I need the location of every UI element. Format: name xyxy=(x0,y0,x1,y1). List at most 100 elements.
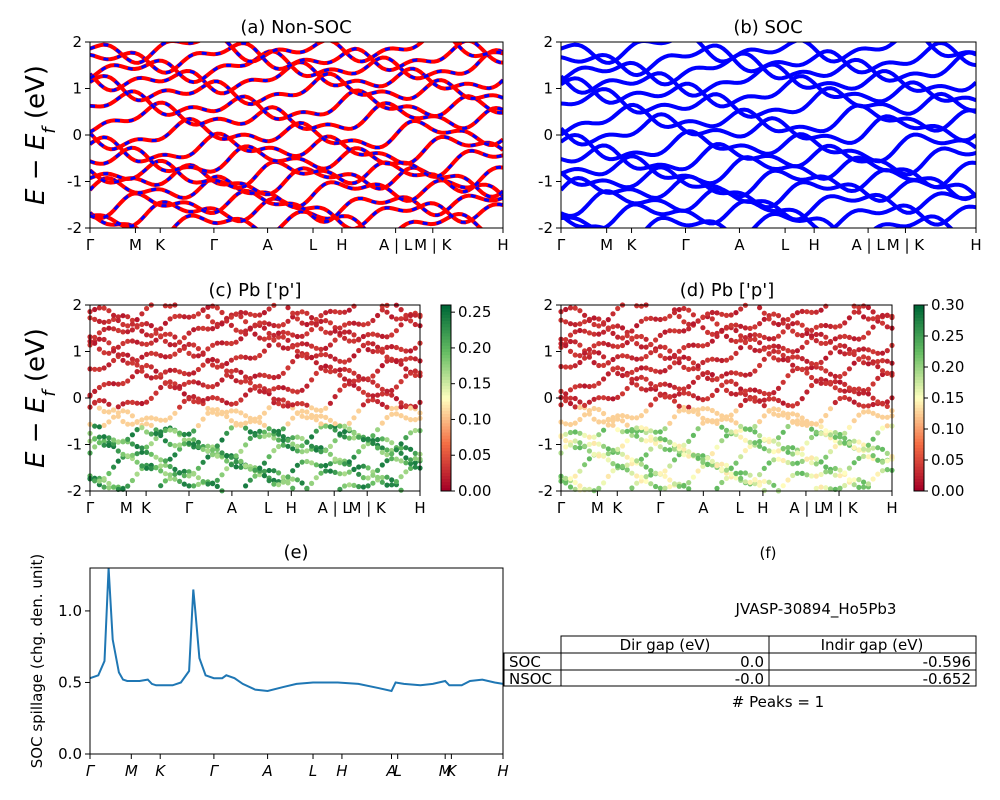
projection-dot xyxy=(96,366,102,372)
projection-dot xyxy=(752,347,758,353)
projection-dot xyxy=(775,343,782,350)
projection-dot xyxy=(238,397,244,403)
projection-dot xyxy=(851,460,857,466)
projection-dot xyxy=(153,337,159,343)
projection-dot xyxy=(700,463,706,469)
projection-dot xyxy=(813,361,819,367)
projection-dot xyxy=(332,427,338,433)
projection-dot xyxy=(619,463,626,469)
projection-dot xyxy=(582,350,588,356)
projection-dot xyxy=(861,390,867,396)
projection-dot xyxy=(846,440,853,446)
projection-dot xyxy=(567,395,574,401)
projection-dot xyxy=(299,480,305,486)
projection-dot xyxy=(790,328,796,334)
projection-dot xyxy=(195,465,201,471)
projection-dot xyxy=(738,306,744,312)
projection-dot xyxy=(823,334,829,340)
projection-dot xyxy=(733,327,739,334)
projection-dot xyxy=(238,354,244,360)
projection-dot xyxy=(271,400,277,406)
projection-dot xyxy=(365,483,371,489)
projection-dot xyxy=(148,466,154,472)
projection-dot xyxy=(563,475,569,481)
projection-dot xyxy=(365,340,371,346)
projection-dot xyxy=(144,421,150,427)
projection-dot xyxy=(856,347,862,353)
projection-dot xyxy=(398,445,404,451)
projection-dot xyxy=(605,342,611,348)
projection-dot xyxy=(766,460,772,466)
projection-dot xyxy=(705,329,711,335)
projection-dot xyxy=(191,327,197,333)
projection-dot xyxy=(247,435,253,441)
projection-dot xyxy=(271,374,277,381)
projection-dot xyxy=(129,399,135,405)
projection-dot xyxy=(567,421,574,428)
projection-dot xyxy=(775,357,782,363)
colorbar-segment xyxy=(914,382,924,387)
projection-dot xyxy=(582,462,588,468)
colorbar-tick-label: 0.05 xyxy=(458,446,491,464)
projection-dot xyxy=(865,447,872,453)
gap-table-row-soc-dir-cell xyxy=(560,652,770,671)
projection-dot xyxy=(318,346,324,352)
projection-dot xyxy=(375,445,381,451)
projection-dot xyxy=(846,396,853,402)
projection-dot xyxy=(200,416,206,422)
projection-dot xyxy=(186,473,192,479)
projection-dot xyxy=(96,336,102,342)
projection-dot xyxy=(643,464,649,470)
projection-dot xyxy=(728,355,734,361)
projection-dot xyxy=(271,322,277,329)
xtick-label: M | K xyxy=(414,236,453,254)
projection-dot xyxy=(662,446,668,452)
projection-dot xyxy=(408,465,414,471)
projection-dot xyxy=(714,387,720,393)
projection-dot xyxy=(605,422,611,428)
projection-dot xyxy=(346,459,352,465)
projection-dot xyxy=(186,350,192,356)
projection-dot xyxy=(346,338,352,344)
projection-dot xyxy=(96,478,102,484)
projection-dot xyxy=(643,316,649,322)
projection-dot xyxy=(96,318,102,324)
projection-dot xyxy=(747,426,753,432)
projection-dot xyxy=(101,398,107,404)
projection-dot xyxy=(563,421,569,427)
projection-dot xyxy=(610,422,616,428)
projection-dot xyxy=(167,415,173,421)
projection-dot xyxy=(210,395,216,401)
projection-dot xyxy=(629,461,635,467)
projection-dot xyxy=(686,355,692,362)
colorbar-segment xyxy=(441,311,451,315)
colorbar-segment xyxy=(441,382,451,387)
projection-dot xyxy=(412,450,418,456)
projection-dot xyxy=(586,354,593,360)
ylabel-middle: E − Ef (eV) xyxy=(21,328,60,468)
projection-dot xyxy=(337,423,343,429)
projection-dot xyxy=(384,358,390,364)
projection-dot xyxy=(153,435,159,442)
colorbar-segment xyxy=(441,478,451,483)
projection-dot xyxy=(144,399,150,405)
projection-dot xyxy=(195,439,201,445)
projection-dot xyxy=(804,370,810,376)
projection-dot xyxy=(572,339,578,345)
projection-dot xyxy=(115,404,121,410)
projection-dot xyxy=(247,387,253,393)
projection-dot xyxy=(705,357,711,363)
projection-dot xyxy=(624,353,630,359)
projection-dot xyxy=(181,370,187,377)
projection-dot xyxy=(719,382,725,388)
projection-dot xyxy=(205,443,211,449)
projection-dot xyxy=(757,321,763,327)
projection-dot xyxy=(318,421,324,427)
projection-dot xyxy=(271,468,277,474)
projection-dot xyxy=(686,366,692,372)
projection-dot xyxy=(690,432,697,438)
projection-dot xyxy=(809,374,815,381)
projection-dot xyxy=(398,322,404,328)
projection-dot xyxy=(567,305,574,311)
